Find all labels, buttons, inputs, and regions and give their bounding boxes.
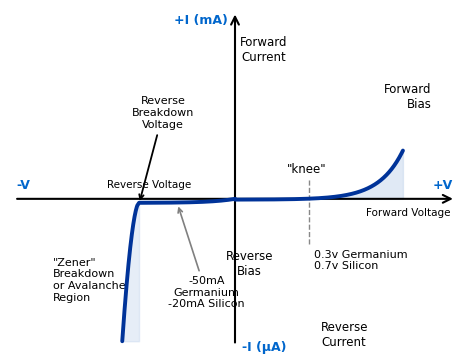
Text: Reverse Voltage: Reverse Voltage bbox=[107, 180, 191, 190]
Text: Forward
Bias: Forward Bias bbox=[384, 83, 432, 111]
Text: Forward
Current: Forward Current bbox=[240, 36, 288, 64]
Text: "Zener"
Breakdown
or Avalanche
Region: "Zener" Breakdown or Avalanche Region bbox=[53, 258, 125, 303]
Text: Reverse
Breakdown
Voltage: Reverse Breakdown Voltage bbox=[132, 96, 194, 199]
Text: -V: -V bbox=[17, 178, 31, 191]
Text: +V: +V bbox=[433, 178, 453, 191]
Text: 0.3v Germanium
0.7v Silicon: 0.3v Germanium 0.7v Silicon bbox=[314, 250, 408, 271]
Text: -I (μA): -I (μA) bbox=[242, 341, 287, 354]
Text: "knee": "knee" bbox=[287, 164, 327, 176]
Text: Reverse
Current: Reverse Current bbox=[321, 321, 369, 349]
Text: Reverse
Bias: Reverse Bias bbox=[226, 250, 273, 278]
Text: +I (mA): +I (mA) bbox=[174, 14, 228, 27]
Text: Forward Voltage: Forward Voltage bbox=[367, 208, 451, 218]
Text: -50mA
Germanium
-20mA Silicon: -50mA Germanium -20mA Silicon bbox=[168, 208, 244, 309]
